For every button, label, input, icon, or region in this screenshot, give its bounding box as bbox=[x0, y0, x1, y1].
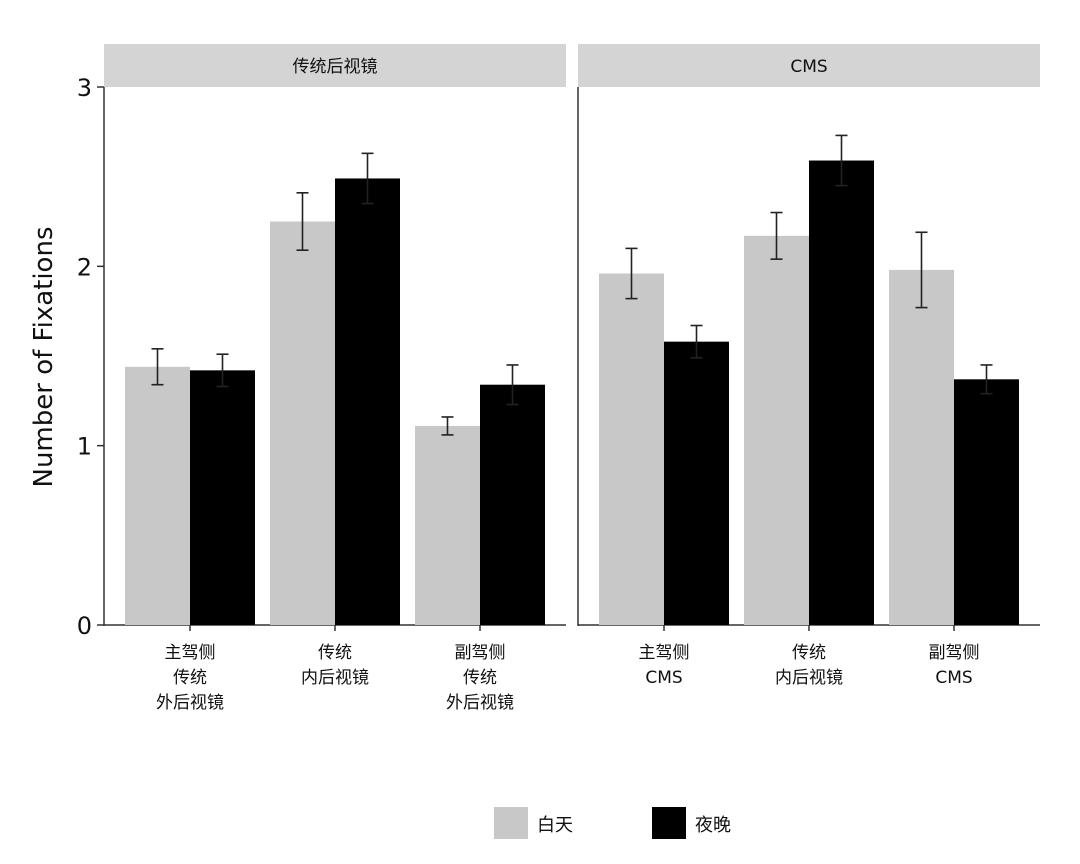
y-tick-label-0: 0 bbox=[77, 612, 92, 640]
bar-0-0-1 bbox=[190, 370, 255, 625]
x-tick-label-0-0: 主驾侧传统外后视镜 bbox=[156, 643, 224, 713]
bar-1-1-1 bbox=[809, 160, 874, 625]
panel-title-1: CMS bbox=[790, 57, 827, 77]
x-tick-label-1-1: 传统内后视镜 bbox=[775, 643, 843, 688]
legend-label-0: 白天 bbox=[537, 815, 573, 836]
x-tick-label-0-2: 副驾侧传统外后视镜 bbox=[446, 643, 514, 713]
legend: 白天 夜晚 bbox=[494, 807, 731, 839]
legend-swatch-1 bbox=[652, 807, 686, 839]
y-tick-label-2: 2 bbox=[77, 253, 92, 281]
x-tick-label-0-1: 传统内后视镜 bbox=[301, 643, 369, 688]
y-tick-label-1: 1 bbox=[77, 433, 92, 461]
bar-0-2-1 bbox=[480, 384, 545, 625]
legend-swatch-0 bbox=[494, 807, 528, 839]
y-axis-label: Number of Fixations bbox=[29, 227, 59, 488]
bar-1-2-1 bbox=[954, 379, 1019, 625]
bar-1-0-0 bbox=[599, 273, 664, 625]
legend-label-1: 夜晚 bbox=[695, 815, 731, 836]
bar-1-0-1 bbox=[664, 341, 729, 625]
bar-0-0-0 bbox=[125, 366, 190, 625]
panel-title-0: 传统后视镜 bbox=[293, 57, 378, 77]
panel-strip-0 bbox=[104, 44, 566, 87]
x-tick-label-1-2: 副驾侧 CMS bbox=[929, 643, 980, 688]
bar-0-2-0 bbox=[415, 425, 480, 625]
y-tick-label-3: 3 bbox=[77, 74, 92, 102]
panel-strip-1 bbox=[578, 44, 1040, 87]
bar-1-2-0 bbox=[889, 269, 954, 625]
bar-0-1-0 bbox=[270, 221, 335, 625]
x-tick-label-1-0: 主驾侧 CMS bbox=[639, 643, 690, 688]
bar-1-1-0 bbox=[744, 235, 809, 625]
bar-0-1-1 bbox=[335, 178, 400, 625]
